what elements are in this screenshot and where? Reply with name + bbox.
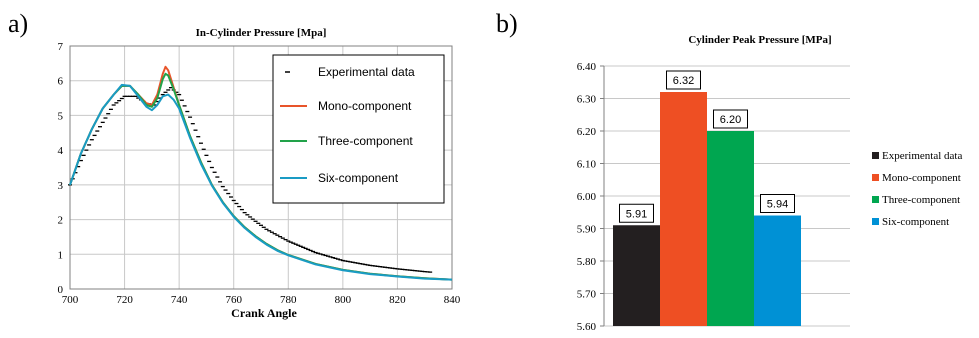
data-label: 5.94 [767, 199, 788, 211]
y-tick-label: 1 [58, 249, 64, 261]
bar-three-component [707, 131, 754, 326]
y-tick-label: 3 [58, 180, 64, 192]
panel-b-label: b) [496, 9, 518, 38]
chart-a-title: In-Cylinder Pressure [Mpa] [196, 27, 327, 39]
legend-entry-label: Mono-component [318, 99, 412, 113]
y-tick-label: 6.20 [577, 126, 597, 138]
legend-entry-label: Experimental data [318, 65, 415, 79]
y-tick-label: 6.00 [577, 191, 597, 203]
y-tick-label: 5.70 [577, 289, 597, 301]
bar-six-component [754, 215, 801, 326]
x-tick-label: 820 [389, 294, 406, 306]
data-label: 6.20 [720, 114, 741, 126]
legend-entry-label: Three-component [318, 134, 413, 148]
y-tick-label: 5.60 [577, 321, 597, 333]
data-label: 5.91 [626, 208, 647, 220]
y-tick-label: 6.10 [577, 159, 597, 171]
legend-swatch [872, 218, 879, 225]
data-label: 6.32 [673, 75, 694, 87]
y-tick-label: 6 [58, 76, 64, 88]
y-tick-label: 6.40 [577, 61, 597, 73]
x-axis-title: Crank Angle [231, 306, 297, 320]
chart-a-legend: Experimental data Mono-component Three-com… [272, 54, 445, 204]
legend-entry-label: Six-component [882, 216, 949, 228]
series-line-six-component [69, 83, 453, 281]
x-tick-label: 720 [116, 294, 133, 306]
legend-swatch [872, 196, 879, 203]
y-tick-label: 7 [58, 41, 64, 53]
legend-swatch [872, 174, 879, 181]
legend-entry-label: Three-component [882, 194, 960, 206]
bar-experimental-data [613, 225, 660, 326]
series-experimental-data [68, 87, 433, 273]
legend-entry-label: Experimental data [882, 150, 962, 162]
legend-entry-label: Six-component [318, 171, 399, 185]
y-tick-label: 4 [58, 145, 64, 157]
legend-swatch [872, 152, 879, 159]
y-tick-label: 5.90 [577, 224, 597, 236]
data-label-box [713, 109, 748, 129]
y-tick-label: 2 [58, 215, 64, 227]
x-tick-label: 760 [225, 294, 242, 306]
bar-mono-component [660, 92, 707, 326]
legend-entry-label: Mono-component [882, 172, 961, 184]
x-tick-label: 800 [335, 294, 352, 306]
x-tick-label: 840 [444, 294, 461, 306]
x-tick-label: 780 [280, 294, 297, 306]
y-tick-label: 5.80 [577, 256, 597, 268]
data-label-box [619, 203, 654, 223]
x-tick-label: 740 [171, 294, 188, 306]
x-tick-label: 700 [62, 294, 79, 306]
y-tick-label: 5 [58, 110, 64, 122]
in-cylinder-pressure-chart: a) In-Cylinder Pressure [Mpa]700 720 740 760… [8, 9, 461, 320]
data-label-box [666, 70, 701, 90]
plot-area-frame [69, 45, 453, 290]
y-tick-label: 0 [58, 284, 64, 296]
y-tick-label: 6.30 [577, 94, 597, 106]
chart-b-title: Cylinder Peak Pressure [MPa] [688, 34, 831, 46]
data-label-box [760, 194, 795, 213]
chart-b-legend: Experimental data Mono-component Three-com… [872, 150, 962, 228]
panel-a-label: a) [8, 9, 28, 38]
